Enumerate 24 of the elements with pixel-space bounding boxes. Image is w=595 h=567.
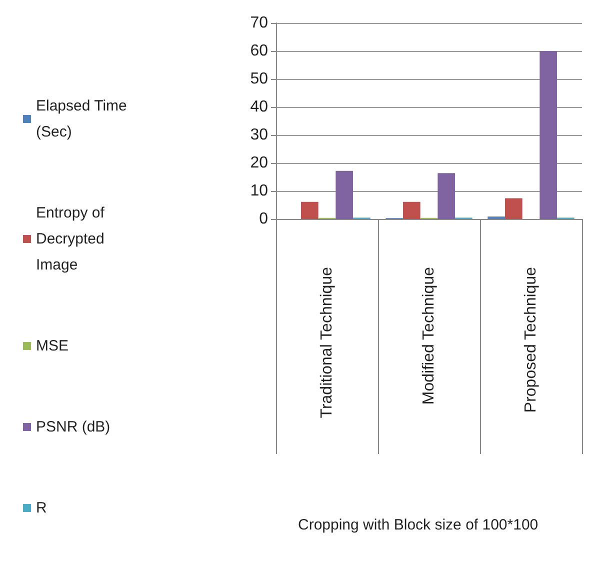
y-tick-label: 10: [250, 182, 268, 200]
legend-label: Elapsed Time (Sec): [36, 98, 132, 140]
bar: [438, 173, 456, 219]
legend-label: R: [36, 500, 47, 516]
bar: [336, 170, 354, 219]
bar: [540, 51, 558, 219]
bar: [504, 198, 522, 219]
bar: [300, 202, 318, 219]
bar: [402, 202, 420, 219]
x-tick-label: Proposed Technique: [522, 266, 540, 413]
x-tick-label: Traditional Technique: [318, 266, 336, 418]
y-tick-label: 20: [250, 154, 268, 172]
y-tick-label: 60: [250, 42, 268, 60]
y-tick-label: 70: [250, 14, 268, 32]
y-tick-label: 50: [250, 70, 268, 88]
y-tick-label: 0: [259, 210, 268, 228]
bar: [488, 216, 505, 219]
legend-label: PSNR (dB): [36, 418, 110, 436]
y-tick-label: 40: [250, 98, 268, 116]
x-tick-label: Modified Technique: [420, 266, 438, 405]
text: Cropping with Block size of 100*100: [298, 516, 538, 534]
y-tick-label: 30: [250, 126, 268, 144]
legend-label: MSE: [36, 338, 69, 354]
legend-label: Entropy of Decrypted Image: [36, 204, 109, 274]
